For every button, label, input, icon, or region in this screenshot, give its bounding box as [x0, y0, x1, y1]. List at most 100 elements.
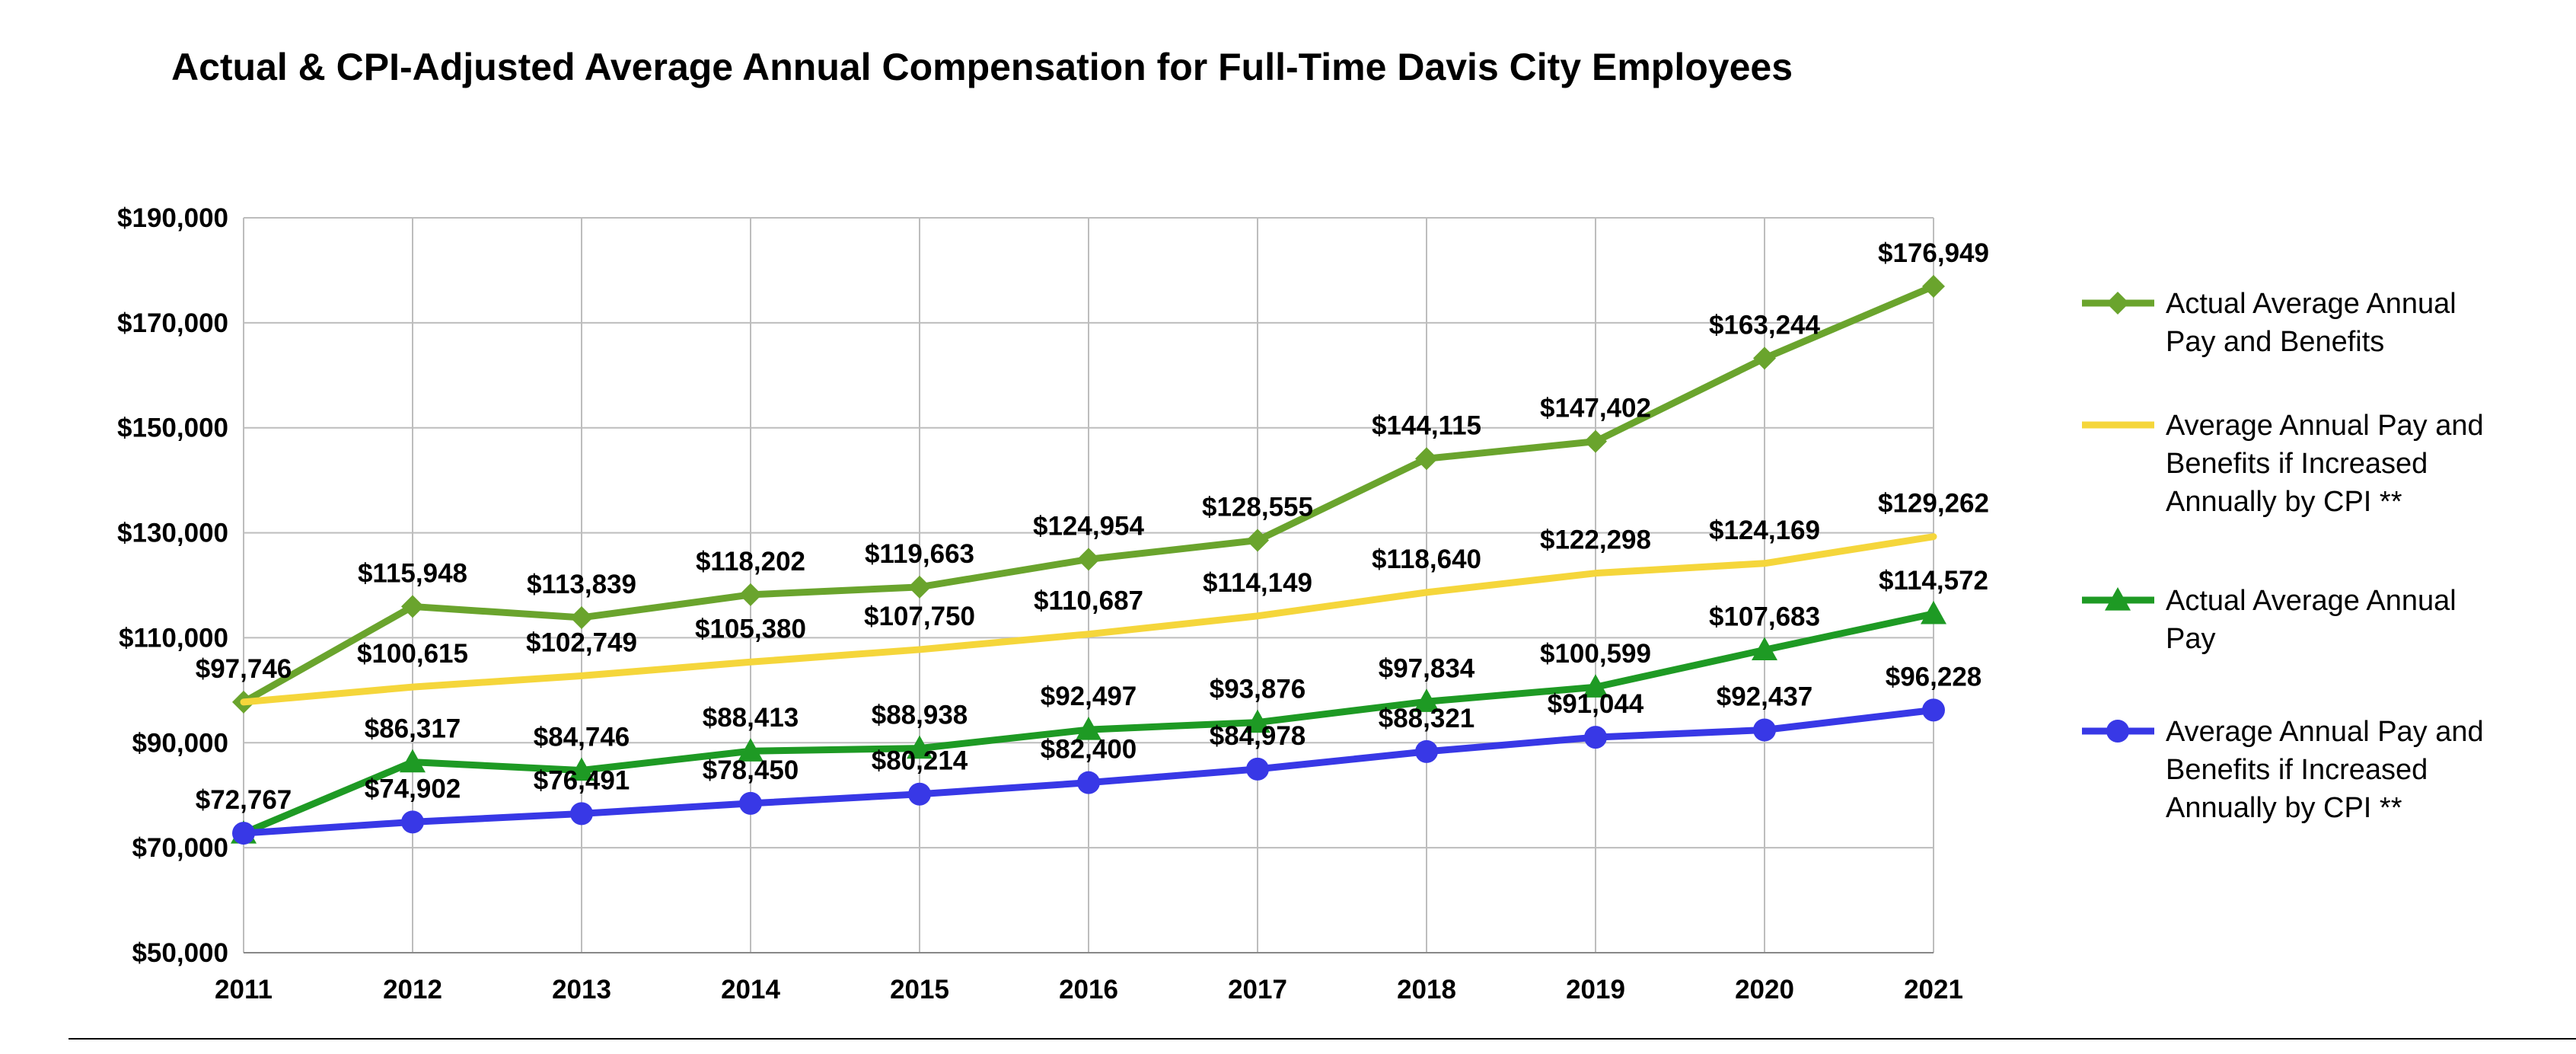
data-point-cpi-pay — [1246, 757, 1269, 781]
data-label-actual-pay-benefits: $97,746 — [196, 654, 292, 684]
data-point-actual-pay — [1414, 688, 1439, 712]
chart-title: Actual & CPI-Adjusted Average Annual Com… — [171, 46, 1793, 88]
data-point-actual-pay — [1921, 600, 1946, 624]
legend-label-cpi-pay-benefits: Average Annual Pay and — [2166, 410, 2484, 442]
y-tick-label: $50,000 — [132, 938, 228, 968]
data-point-cpi-pay — [1753, 718, 1776, 742]
data-label-actual-pay: $88,413 — [703, 703, 799, 733]
y-tick-label: $170,000 — [117, 308, 228, 338]
y-tick-label: $190,000 — [117, 203, 228, 233]
data-point-actual-pay-benefits — [1753, 347, 1776, 370]
data-label-cpi-pay-benefits: $110,687 — [1034, 586, 1143, 616]
data-label-actual-pay: $97,834 — [1379, 653, 1475, 683]
data-point-cpi-pay — [401, 810, 424, 834]
data-label-cpi-pay: $76,491 — [534, 765, 630, 795]
data-point-actual-pay — [1583, 674, 1608, 698]
data-point-actual-pay — [1245, 709, 1270, 733]
data-point-actual-pay-benefits — [1246, 529, 1269, 552]
series-line-cpi-pay-benefits — [240, 533, 1937, 706]
data-label-actual-pay: $72,767 — [196, 785, 292, 815]
legend-marker-cpi-pay — [2106, 720, 2129, 743]
data-label-cpi-pay: $74,902 — [365, 774, 461, 803]
data-point-actual-pay-benefits — [1077, 548, 1100, 571]
data-label-cpi-pay-benefits: $105,380 — [695, 614, 806, 644]
x-tick-label: 2014 — [721, 975, 780, 1004]
data-point-actual-pay-benefits — [1584, 430, 1607, 453]
data-label-actual-pay-benefits: $113,839 — [527, 570, 636, 599]
x-tick-label: 2012 — [383, 975, 442, 1004]
data-point-actual-pay-benefits — [908, 575, 931, 599]
legend-label-cpi-pay-benefits: Benefits if Increased — [2166, 448, 2428, 480]
label-layer: $97,746 $115,948 $113,839 $118,202 $119,663 $… — [196, 238, 1989, 815]
series-layer — [231, 274, 1946, 845]
x-tick-label: 2013 — [552, 975, 611, 1004]
data-label-actual-pay: $86,317 — [365, 714, 461, 744]
data-point-cpi-pay — [1415, 739, 1438, 763]
data-label-actual-pay-benefits: $144,115 — [1372, 410, 1481, 440]
data-label-actual-pay: $114,572 — [1879, 566, 1988, 596]
x-tick-label: 2018 — [1397, 975, 1456, 1004]
legend-label-cpi-pay: Annually by CPI ** — [2166, 792, 2402, 824]
data-label-cpi-pay: $88,321 — [1379, 704, 1475, 733]
y-tick-label: $130,000 — [117, 519, 228, 548]
data-point-cpi-pay — [232, 822, 255, 845]
legend-label-cpi-pay: Average Annual Pay and — [2166, 716, 2484, 748]
data-label-actual-pay-benefits: $176,949 — [1878, 238, 1989, 268]
data-label-cpi-pay: $84,978 — [1210, 721, 1306, 751]
data-label-cpi-pay-benefits: $129,262 — [1878, 489, 1989, 519]
data-point-actual-pay — [738, 738, 764, 762]
data-point-actual-pay-benefits — [570, 605, 593, 629]
x-tick-label: 2020 — [1735, 975, 1794, 1004]
data-label-cpi-pay-benefits: $100,615 — [357, 639, 468, 669]
data-label-cpi-pay-benefits: $118,640 — [1372, 545, 1481, 574]
data-point-actual-pay — [1076, 717, 1101, 740]
data-point-actual-pay — [907, 735, 933, 759]
legend-marker-actual-pay — [2105, 587, 2131, 611]
legend: Actual Average Annual Pay and Benefits Ave… — [2082, 288, 2484, 824]
x-tick-label: 2019 — [1566, 975, 1625, 1004]
data-label-actual-pay: $88,938 — [872, 701, 968, 730]
data-point-cpi-pay — [1077, 771, 1100, 794]
data-label-actual-pay: $100,599 — [1540, 639, 1651, 669]
data-label-actual-pay-benefits: $124,954 — [1033, 511, 1145, 541]
data-label-actual-pay-benefits: $118,202 — [696, 547, 805, 577]
data-label-cpi-pay: $96,228 — [1886, 662, 1982, 691]
x-tick-label: 2021 — [1904, 975, 1963, 1004]
data-label-actual-pay-benefits: $147,402 — [1540, 394, 1651, 423]
data-label-actual-pay-benefits: $115,948 — [358, 558, 467, 588]
data-point-actual-pay — [1752, 637, 1777, 660]
data-label-cpi-pay: $80,214 — [872, 746, 968, 776]
data-label-actual-pay: $107,683 — [1709, 602, 1820, 631]
data-label-actual-pay: $93,876 — [1210, 675, 1306, 704]
data-label-cpi-pay-benefits: $102,749 — [526, 628, 637, 657]
data-label-actual-pay: $92,497 — [1041, 682, 1137, 711]
grid-layer — [243, 217, 1934, 953]
y-tick-label: $110,000 — [119, 623, 228, 653]
data-label-cpi-pay-benefits: $107,750 — [864, 602, 975, 631]
data-label-cpi-pay: $78,450 — [703, 755, 799, 785]
data-point-actual-pay-benefits — [401, 595, 424, 618]
legend-label-actual-pay-benefits: Pay and Benefits — [2166, 326, 2384, 358]
data-point-cpi-pay — [1584, 726, 1607, 749]
y-tick-label: $70,000 — [132, 833, 228, 863]
y-tick-label: $90,000 — [132, 728, 228, 758]
legend-label-actual-pay: Pay — [2166, 623, 2215, 655]
data-label-cpi-pay-benefits: $114,149 — [1203, 568, 1312, 598]
legend-label-actual-pay: Actual Average Annual — [2166, 585, 2456, 617]
data-point-cpi-pay — [739, 791, 762, 815]
data-label-cpi-pay-benefits: $122,298 — [1540, 525, 1651, 555]
y-tick-label: $150,000 — [117, 414, 228, 443]
data-point-actual-pay-benefits — [739, 583, 762, 606]
axis-layer: $50,000 $70,000 $90,000 $110,000 $130,000 $15… — [69, 203, 2576, 1040]
legend-label-actual-pay-benefits: Actual Average Annual — [2166, 288, 2456, 320]
data-label-actual-pay-benefits: $119,663 — [865, 539, 974, 569]
data-point-cpi-pay — [908, 782, 931, 806]
x-tick-label: 2017 — [1228, 975, 1287, 1004]
data-point-cpi-pay — [1922, 698, 1945, 722]
data-label-cpi-pay: $82,400 — [1041, 735, 1137, 765]
legend-marker-actual-pay-benefits — [2106, 292, 2129, 315]
legend-label-cpi-pay-benefits: Annually by CPI ** — [2166, 486, 2402, 518]
data-label-actual-pay-benefits: $163,244 — [1709, 310, 1821, 340]
